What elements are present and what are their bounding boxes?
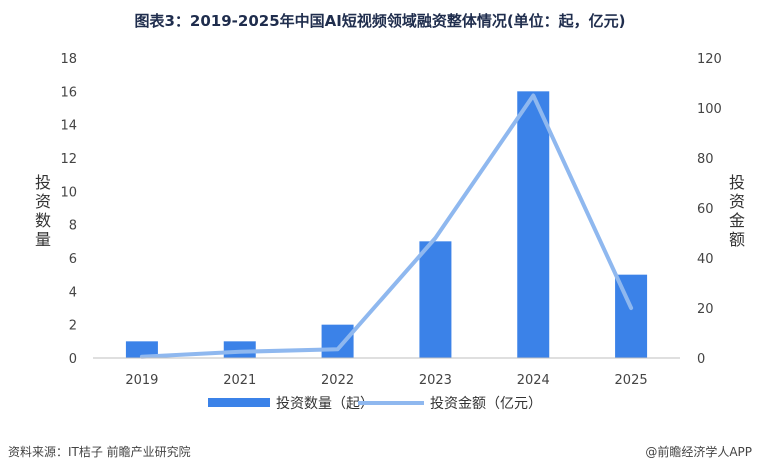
legend-swatch-count [208, 398, 270, 407]
y-left-axis-title: 投资数量 [35, 173, 51, 249]
y-left-tick-16: 16 [60, 85, 77, 100]
y-left-tick-8: 8 [69, 219, 77, 234]
y-left-tick-2: 2 [69, 319, 77, 334]
x-tick-label-2023: 2023 [419, 373, 452, 388]
y-left-tick-14: 14 [60, 119, 77, 134]
y-right-tick-0: 0 [697, 352, 705, 367]
bar-2024 [517, 91, 550, 358]
line-layer [139, 93, 634, 359]
x-tick-label-2025: 2025 [615, 373, 648, 388]
y-right-tick-60: 60 [697, 202, 714, 217]
legend-label-count: 投资数量（起） [276, 396, 374, 412]
chart-title: 图表3：2019-2025年中国AI短视频领域融资整体情况(单位：起，亿元) [134, 12, 626, 30]
y-left-tick-10: 10 [60, 185, 77, 200]
y-left-tick-6: 6 [69, 252, 77, 267]
bar-2022 [321, 324, 354, 358]
y-right-tick-100: 100 [697, 102, 722, 117]
source-note: 资料来源：IT桔子 前瞻产业研究院 [8, 445, 191, 459]
line-series-amount [139, 93, 634, 359]
y-right-tick-120: 120 [697, 52, 722, 67]
x-tick-label-2022: 2022 [321, 373, 354, 388]
y-left-tick-12: 12 [60, 152, 77, 167]
y-right-axis-title: 投资金额 [729, 173, 745, 249]
axes-layer: 2019 2021 2022 2023 2024 2025 0 2 4 6 8 10 12 14 16 18 0… [35, 52, 745, 388]
legend-layer: 投资数量（起） 投资金额（亿元） [208, 396, 542, 412]
x-tick-label-2019: 2019 [125, 373, 158, 388]
y-right-tick-40: 40 [697, 252, 714, 267]
bar-2019 [125, 341, 158, 358]
x-tick-label-2024: 2024 [517, 373, 550, 388]
y-left-tick-18: 18 [60, 52, 77, 67]
x-tick-label-2021: 2021 [223, 373, 256, 388]
y-left-tick-4: 4 [69, 285, 77, 300]
brand-label: @前瞻经济学人APP [645, 445, 752, 459]
bar-2023 [419, 241, 452, 358]
y-left-tick-0: 0 [69, 352, 77, 367]
y-right-tick-80: 80 [697, 152, 714, 167]
y-right-tick-20: 20 [697, 302, 714, 317]
legend-label-amount: 投资金额（亿元） [430, 396, 542, 412]
bars-layer [125, 91, 648, 358]
